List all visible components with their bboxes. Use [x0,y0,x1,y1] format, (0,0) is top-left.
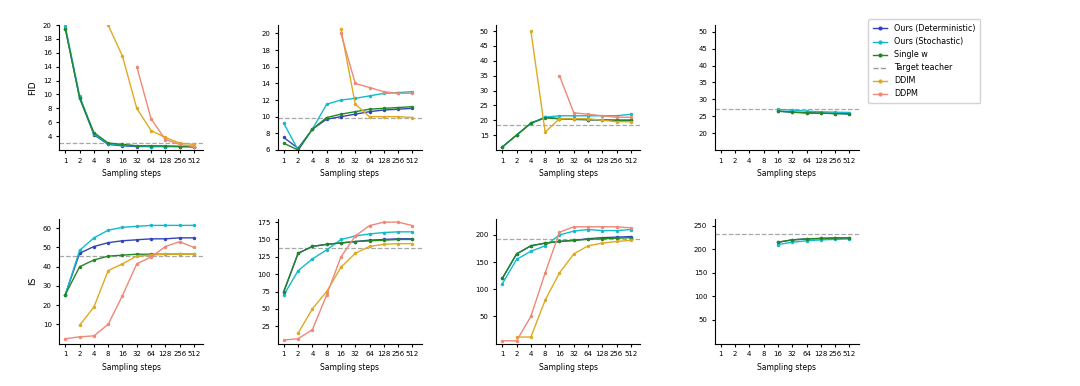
X-axis label: Sampling steps: Sampling steps [321,169,379,178]
X-axis label: Sampling steps: Sampling steps [321,363,379,372]
Legend: Ours (Deterministic), Ours (Stochastic), Single w, Target teacher, DDIM, DDPM: Ours (Deterministic), Ours (Stochastic),… [868,19,981,103]
Y-axis label: FID: FID [28,80,37,95]
X-axis label: Sampling steps: Sampling steps [102,363,161,372]
X-axis label: Sampling steps: Sampling steps [539,169,597,178]
X-axis label: Sampling steps: Sampling steps [757,363,816,372]
X-axis label: Sampling steps: Sampling steps [757,169,816,178]
Y-axis label: IS: IS [28,277,37,285]
X-axis label: Sampling steps: Sampling steps [539,363,597,372]
X-axis label: Sampling steps: Sampling steps [102,169,161,178]
